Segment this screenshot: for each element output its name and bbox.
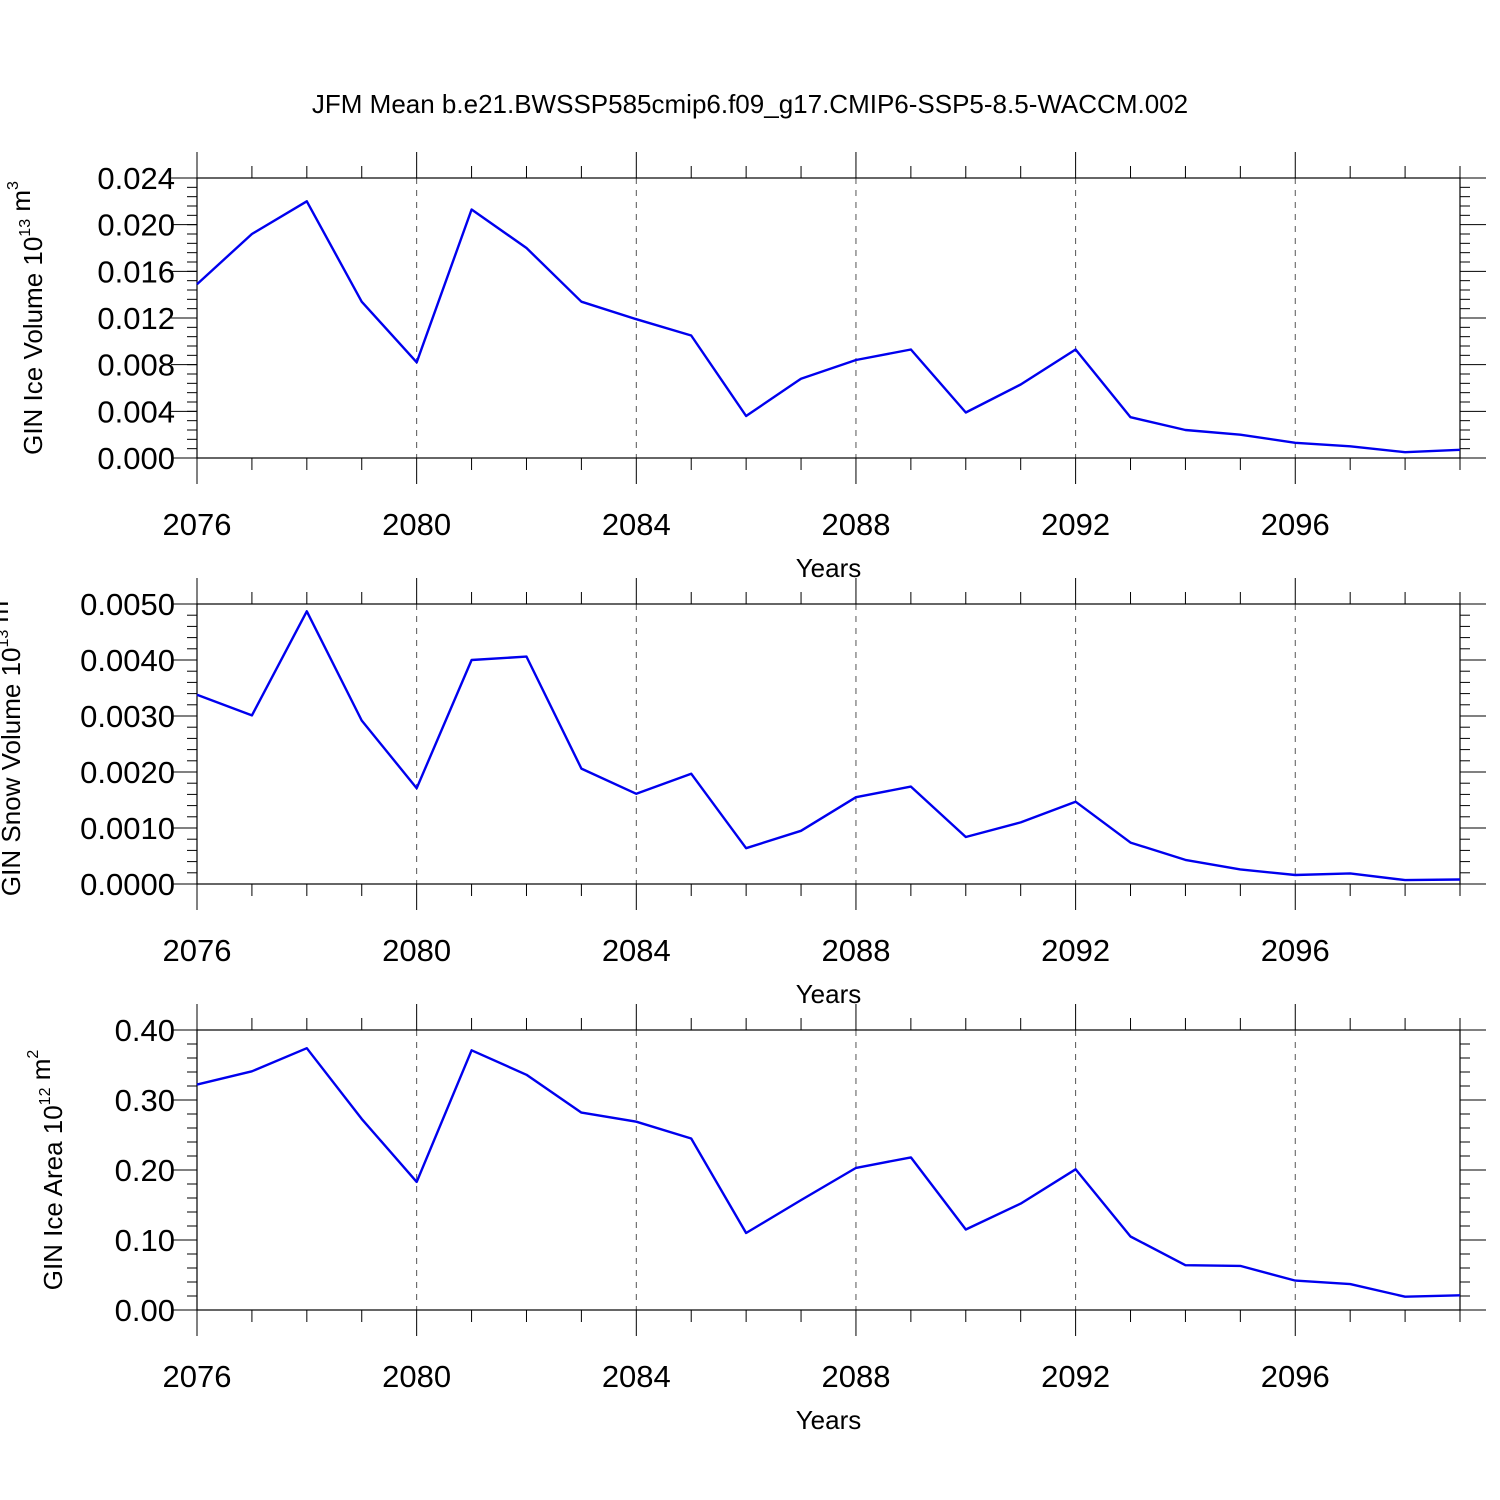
series-line: [196, 1046, 1461, 1298]
x-tick-label: 2088: [821, 507, 890, 542]
plot-panel-1: 0.000 0.004 0.008 0.012 0.016 0.020 0.024 2076 2…: [5, 152, 1486, 583]
y-tick-label: 0.004: [97, 394, 175, 429]
series-line: [196, 200, 1461, 454]
y-tick-label: 0.0020: [80, 755, 175, 790]
x-tick-label: 2088: [821, 933, 890, 968]
y-tick-label: 0.20: [115, 1153, 175, 1188]
y-tick-label: 0.024: [97, 161, 175, 196]
series-line: [196, 610, 1461, 882]
x-tick-label: 2088: [821, 1359, 890, 1394]
chart-title: JFM Mean b.e21.BWSSP585cmip6.f09_g17.CMI…: [312, 89, 1188, 119]
x-tick-label: 2096: [1261, 1359, 1330, 1394]
y-tick-label: 0.10: [115, 1223, 175, 1258]
y-tick-label: 0.008: [97, 348, 175, 383]
x-tick-label: 2080: [382, 1359, 451, 1394]
plot-frame: [196, 1029, 1461, 1311]
x-tick-label: 2076: [163, 1359, 232, 1394]
x-tick-label: 2076: [163, 933, 232, 968]
x-tick-label: 2080: [382, 933, 451, 968]
y-tick-label: 0.016: [97, 254, 175, 289]
y-tick-label: 0.0050: [80, 587, 175, 622]
x-axis-label: Years: [796, 1405, 862, 1435]
x-tick-label: 2096: [1261, 933, 1330, 968]
x-tick-label: 2076: [163, 507, 232, 542]
y-tick-label: 0.0040: [80, 643, 175, 678]
y-tick-label: 0.00: [115, 1293, 175, 1328]
y-tick-label: 0.0010: [80, 811, 175, 846]
x-tick-label: 2084: [602, 1359, 671, 1394]
x-tick-label: 2092: [1041, 507, 1110, 542]
y-tick-label: 0.0030: [80, 699, 175, 734]
x-tick-label: 2092: [1041, 933, 1110, 968]
plot-panel-3: 0.00 0.10 0.20 0.30 0.40 2076 2080 2084 2088 2092…: [25, 1004, 1486, 1435]
y-axis-label: GIN Ice Area 1012 m2: [25, 1050, 68, 1291]
y-axis-label: GIN Snow Volume 1013 m3: [0, 592, 26, 896]
y-tick-label: 0.000: [97, 441, 175, 476]
y-tick-label: 0.40: [115, 1013, 175, 1048]
x-tick-label: 2080: [382, 507, 451, 542]
x-tick-label: 2096: [1261, 507, 1330, 542]
plot-frame: [196, 177, 1461, 459]
x-tick-label: 2084: [602, 507, 671, 542]
y-tick-label: 0.0000: [80, 867, 175, 902]
y-axis-label: GIN Ice Volume 1013 m3: [5, 181, 48, 455]
x-tick-label: 2084: [602, 933, 671, 968]
plot-panel-2: 0.0000 0.0010 0.0020 0.0030 0.0040 0.0050 2076…: [0, 578, 1486, 1009]
plot-frame: [196, 603, 1461, 885]
y-tick-label: 0.30: [115, 1083, 175, 1118]
x-axis-label: Years: [796, 979, 862, 1009]
y-tick-label: 0.020: [97, 208, 175, 243]
x-axis-label: Years: [796, 553, 862, 583]
y-tick-label: 0.012: [97, 301, 175, 336]
x-tick-label: 2092: [1041, 1359, 1110, 1394]
